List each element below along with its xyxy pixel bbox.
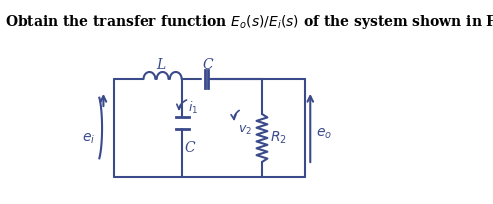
Text: $R_2$: $R_2$ bbox=[270, 129, 287, 145]
Text: $e_i$: $e_i$ bbox=[82, 131, 95, 145]
Text: Obtain the transfer function $E_o(s)/E_i(s)$ of the system shown in Figure: Obtain the transfer function $E_o(s)/E_i… bbox=[5, 13, 493, 31]
Text: L: L bbox=[157, 58, 166, 72]
Text: C: C bbox=[184, 140, 195, 154]
Text: $e_o$: $e_o$ bbox=[316, 126, 332, 141]
Text: C: C bbox=[203, 58, 213, 72]
Text: $i_1$: $i_1$ bbox=[188, 100, 198, 115]
Text: $v_2$: $v_2$ bbox=[238, 123, 252, 136]
